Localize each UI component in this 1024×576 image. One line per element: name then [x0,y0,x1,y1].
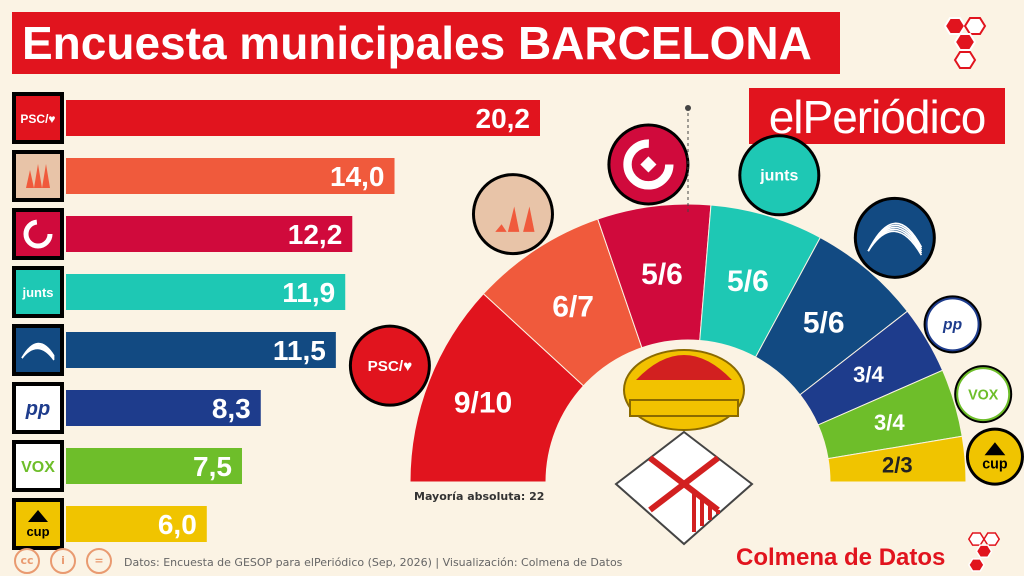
bar-pp [66,390,261,426]
pp-logo-bg [16,386,60,430]
seat-label-cup: 2/3 [882,452,913,477]
erc-logo-stroke [34,164,42,188]
cup-logo-icon: cup [16,502,60,546]
junts-circle-logo-icon: junts [738,134,821,217]
vox-logo-bg [956,367,1011,422]
junts-logo-bg [16,270,60,314]
bar-trias [66,332,336,368]
erc-logo-stroke [523,206,535,232]
hexagon-logo-icon [943,17,987,69]
vox-logo-icon: VOX [16,444,60,488]
majority-dot [685,105,691,111]
erc-logo-stroke [495,224,507,232]
junts-logo-text: junts [21,285,53,300]
seat-label-psc: 9/10 [454,387,512,420]
crown-band [629,399,739,417]
value-label-pp: 8,3 [212,393,251,424]
cup-logo-star [984,442,1006,456]
chart-title: Encuesta municipales BARCELONA [22,17,812,69]
pp-circle-logo-icon: pp [923,295,982,354]
trias-logo-bg [16,328,60,372]
vox-circle-logo-icon: VOX [954,365,1013,424]
trias-logo-icon [16,328,60,372]
crown-cap [636,355,732,380]
bar-cup [66,506,207,542]
cup-logo-text: cup [26,524,49,539]
value-label-psc: 20,2 [476,103,531,134]
vox-logo-text: VOX [968,387,999,403]
seat-arc-cup [827,435,967,483]
brand-name: elPeriódico [768,91,987,143]
junts-logo-text: junts [759,168,798,185]
shield [614,430,754,546]
psc-logo-text: PSC/♥ [20,112,55,126]
bcom-logo-ring [23,219,53,249]
psc-logo-icon: PSC/♥ [16,96,60,140]
value-label-vox: 7,5 [193,451,232,482]
cup-logo-text: cup [982,456,1008,472]
erc-logo-icon [16,154,60,198]
source-note: Datos: Encuesta de GESOP para elPeriódic… [124,556,623,569]
seat-label-vox: 3/4 [874,410,905,435]
erc-logo-stroke [26,170,34,188]
pp-logo-icon: pp [16,386,60,430]
cc-icon: cc [14,548,40,574]
value-label-cup: 6,0 [158,509,197,540]
junts-logo-icon: junts [16,270,60,314]
value-label-junts: 11,9 [282,277,335,308]
value-label-bcom: 12,2 [288,219,343,250]
vox-logo-text: VOX [21,459,55,476]
shield-cross-b [648,455,720,513]
brand-badge: elPeriódico [749,88,1005,144]
trias-circle-logo-icon [853,196,936,279]
bcom-logo-bg [16,212,60,256]
pp-logo-text: pp [25,398,50,420]
by-icon: i [50,548,76,574]
bcom-logo-diamond [640,156,657,173]
bar-bcom [66,216,353,252]
psc-logo-bg [16,96,60,140]
pp-logo-bg [925,297,980,352]
trias-logo-arc [867,230,923,256]
bcom-logo-icon [16,212,60,256]
bcom-logo-ring [623,139,674,190]
erc-logo-stroke [507,206,520,232]
seat-label-erc: 6/7 [552,291,594,324]
seat-label-bcom: 5/6 [641,258,683,291]
psc-circle-logo-icon: PSC/♥ [348,324,431,407]
cup-logo-bg [16,502,60,546]
hexagon-logo-small-icon [967,532,1001,572]
bar-junts [66,274,346,310]
value-label-trias: 11,5 [273,335,326,366]
value-label-erc: 14,0 [330,161,385,192]
trias-logo-arc [21,347,55,361]
majority-label: Mayoría absoluta: 22 [414,490,544,503]
bar-vox [66,448,242,484]
bar-psc [66,100,540,136]
title-bar: Encuesta municipales BARCELONA [12,12,840,74]
cup-logo-star [28,510,48,522]
pp-logo-text: pp [942,317,963,334]
seat-label-trias: 5/6 [803,306,845,339]
seat-label-junts: 5/6 [727,265,769,298]
cup-circle-logo-icon: cup [965,427,1024,486]
erc-logo-stroke [42,164,50,188]
bar-erc [66,158,395,194]
erc-circle-logo-icon [471,173,554,256]
barcelona-coat-of-arms-icon [614,349,754,546]
psc-logo-text: PSC/♥ [368,358,412,375]
footer-brand: Colmena de Datos [736,544,946,571]
psc-logo-bg [351,327,428,404]
cup-logo-bg [968,430,1021,483]
trias-logo-bg [856,199,933,276]
vox-logo-bg [16,444,60,488]
nd-icon: = [86,548,112,574]
bcom-circle-logo-icon [607,123,690,206]
junts-logo-bg [741,137,818,214]
seat-label-pp: 3/4 [853,362,884,387]
